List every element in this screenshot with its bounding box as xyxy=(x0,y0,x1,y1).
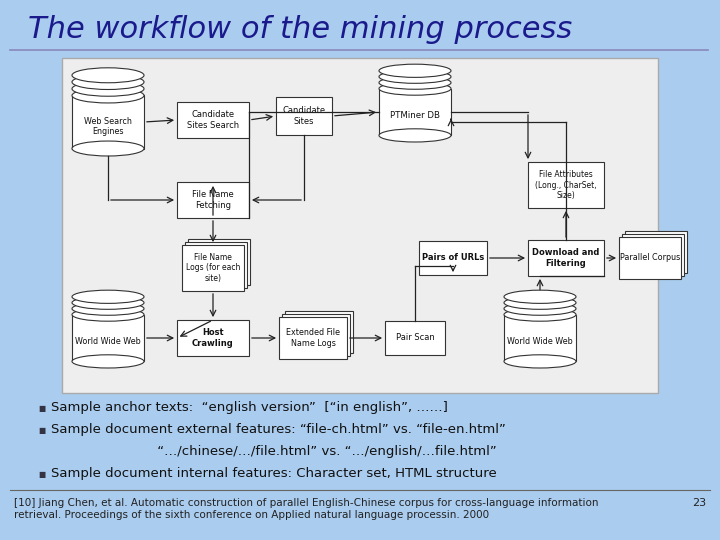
Text: ■: ■ xyxy=(38,469,45,478)
Ellipse shape xyxy=(504,355,576,368)
Text: Parallel Corpus: Parallel Corpus xyxy=(620,253,680,262)
Text: PTMiner DB: PTMiner DB xyxy=(390,111,440,120)
Text: Pair Scan: Pair Scan xyxy=(395,334,434,342)
Ellipse shape xyxy=(379,76,451,89)
FancyBboxPatch shape xyxy=(528,162,604,208)
Text: Download and
Filtering: Download and Filtering xyxy=(532,248,600,268)
FancyBboxPatch shape xyxy=(285,311,353,353)
FancyBboxPatch shape xyxy=(504,315,576,361)
Text: The workflow of the mining process: The workflow of the mining process xyxy=(28,16,572,44)
Text: Extended File
Name Logs: Extended File Name Logs xyxy=(286,328,340,348)
Text: World Wide Web: World Wide Web xyxy=(507,338,573,347)
Ellipse shape xyxy=(72,302,144,315)
Text: Pairs of URLs: Pairs of URLs xyxy=(422,253,484,262)
FancyBboxPatch shape xyxy=(279,317,347,359)
FancyBboxPatch shape xyxy=(177,182,249,218)
FancyBboxPatch shape xyxy=(188,239,250,285)
FancyBboxPatch shape xyxy=(619,237,681,279)
Ellipse shape xyxy=(379,82,451,95)
FancyBboxPatch shape xyxy=(177,102,249,138)
FancyBboxPatch shape xyxy=(177,320,249,356)
Ellipse shape xyxy=(72,81,144,96)
FancyBboxPatch shape xyxy=(625,231,687,273)
Text: World Wide Web: World Wide Web xyxy=(75,338,141,347)
Text: File Name
Logs (for each
site): File Name Logs (for each site) xyxy=(186,253,240,283)
Ellipse shape xyxy=(504,308,576,321)
Text: File Name
Fetching: File Name Fetching xyxy=(192,190,234,210)
Text: Sample document internal features: Character set, HTML structure: Sample document internal features: Chara… xyxy=(51,468,497,481)
Text: Sample anchor texts:  “english version”  [“in english”, ……]: Sample anchor texts: “english version” [… xyxy=(51,402,448,415)
FancyBboxPatch shape xyxy=(622,234,684,276)
Ellipse shape xyxy=(72,355,144,368)
Ellipse shape xyxy=(504,302,576,315)
FancyBboxPatch shape xyxy=(385,321,445,355)
Ellipse shape xyxy=(72,308,144,321)
Ellipse shape xyxy=(504,290,576,303)
Text: 23: 23 xyxy=(692,498,706,508)
FancyBboxPatch shape xyxy=(379,89,451,136)
Text: Web Search
Engines: Web Search Engines xyxy=(84,117,132,136)
Text: Sample document external features: “file-ch.html” vs. “file-en.html”: Sample document external features: “file… xyxy=(51,423,506,436)
Ellipse shape xyxy=(72,290,144,303)
FancyBboxPatch shape xyxy=(419,241,487,275)
FancyBboxPatch shape xyxy=(182,245,244,291)
Ellipse shape xyxy=(504,296,576,309)
Text: Candidate
Sites Search: Candidate Sites Search xyxy=(187,110,239,130)
Text: Candidate
Sites: Candidate Sites xyxy=(282,106,325,126)
Ellipse shape xyxy=(72,296,144,309)
FancyBboxPatch shape xyxy=(528,240,604,276)
Ellipse shape xyxy=(72,88,144,103)
Ellipse shape xyxy=(72,68,144,83)
Text: “…/chinese/…/file.html” vs. “…/english/…file.html”: “…/chinese/…/file.html” vs. “…/english/…… xyxy=(51,446,497,458)
FancyBboxPatch shape xyxy=(282,314,350,356)
Ellipse shape xyxy=(72,141,144,156)
Ellipse shape xyxy=(379,64,451,77)
FancyBboxPatch shape xyxy=(185,242,247,288)
Text: [10] Jiang Chen, et al. Automatic construction of parallel English-Chinese corpu: [10] Jiang Chen, et al. Automatic constr… xyxy=(14,498,598,519)
FancyBboxPatch shape xyxy=(72,315,144,361)
FancyBboxPatch shape xyxy=(62,58,658,393)
Ellipse shape xyxy=(379,70,451,83)
FancyBboxPatch shape xyxy=(72,96,144,148)
Text: ■: ■ xyxy=(38,403,45,413)
Text: ■: ■ xyxy=(38,426,45,435)
Ellipse shape xyxy=(379,129,451,142)
FancyBboxPatch shape xyxy=(276,97,332,135)
Ellipse shape xyxy=(72,75,144,90)
Text: File Attributes
(Long., CharSet,
Size): File Attributes (Long., CharSet, Size) xyxy=(535,170,597,200)
Text: Host
Crawling: Host Crawling xyxy=(192,328,234,348)
